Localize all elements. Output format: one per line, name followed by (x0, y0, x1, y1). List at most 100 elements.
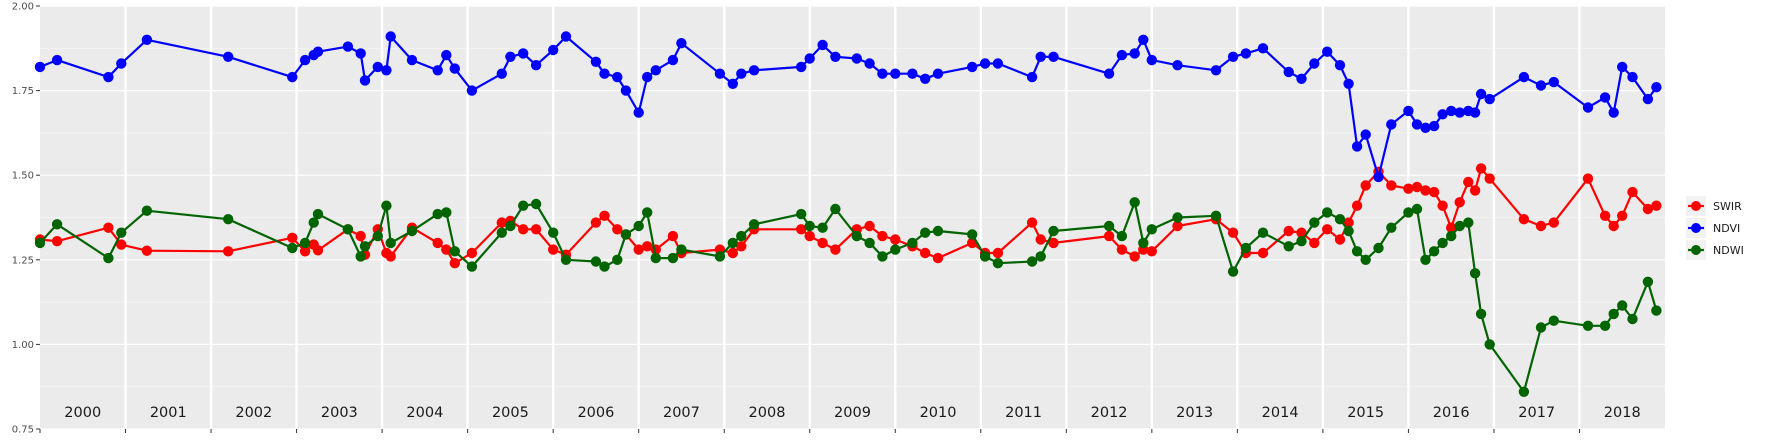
ndwi-point (103, 252, 114, 264)
ndwi-point (932, 225, 944, 237)
ndvi-point (1518, 71, 1530, 83)
ndwi-point (1484, 339, 1495, 350)
ndwi-point (1454, 220, 1465, 232)
ndvi-point (1420, 122, 1431, 133)
legend-label-swir: SWIR (1713, 200, 1742, 213)
ndwi-point (1446, 230, 1457, 242)
ndvi-point (466, 85, 478, 96)
minor-gridlines (40, 47, 1665, 388)
swir-point (1454, 197, 1465, 208)
swir-point (51, 236, 63, 247)
swir-point (1484, 173, 1495, 184)
ndvi-point (667, 54, 679, 66)
ndvi-point (1103, 68, 1115, 79)
swir-point (1627, 186, 1638, 198)
swir-point (548, 244, 559, 255)
ndvi-point (355, 48, 366, 59)
swir-point (1386, 180, 1397, 191)
y-tick-label: 1.75 (12, 86, 34, 97)
ndvi-point (505, 51, 516, 62)
swir-point (1026, 217, 1038, 228)
swir-point (223, 246, 234, 257)
swir-point (864, 220, 875, 232)
x-axis (39, 429, 1580, 433)
swir-point (590, 217, 602, 228)
ndvi-point (1322, 46, 1333, 57)
ndwi-point (1257, 227, 1269, 238)
ndwi-point (620, 229, 632, 240)
ndwi-point (1116, 230, 1128, 242)
ndvi-point (385, 31, 396, 42)
ndwi-point (432, 208, 443, 220)
swir-point (727, 247, 738, 259)
year-label: 2003 (321, 405, 358, 421)
ndwi-point (830, 203, 841, 215)
swir-point (1296, 227, 1307, 238)
ndvi-point (518, 48, 529, 59)
legend-label-ndvi: NDVI (1713, 222, 1740, 235)
ndvi-point (1257, 43, 1269, 54)
ndwi-point (496, 227, 507, 238)
year-label: 2017 (1518, 405, 1555, 421)
ndwi-point (1582, 320, 1594, 331)
swir-point (116, 239, 127, 250)
ndwi-point (1475, 308, 1487, 320)
swir-point (385, 251, 396, 262)
swir-point (1651, 200, 1662, 211)
ndvi-point (992, 58, 1004, 69)
ndvi-point (727, 78, 738, 90)
ndwi-point (308, 217, 319, 228)
ndvi-point (381, 65, 392, 76)
swir-point (642, 241, 653, 252)
ndvi-point (1360, 129, 1371, 140)
ndvi-point (1146, 54, 1158, 66)
ndwi-point (406, 225, 418, 237)
swir-point (1172, 220, 1183, 232)
ndwi-point (748, 219, 760, 230)
ndwi-point (714, 251, 726, 262)
ndwi-point (1608, 308, 1619, 320)
swir-point (1617, 210, 1628, 221)
year-label: 2012 (1091, 405, 1128, 421)
ndvi-point (1548, 76, 1560, 88)
year-label: 2001 (150, 405, 187, 421)
ndvi-point (406, 54, 418, 66)
y-tick-label: 2.00 (12, 2, 34, 13)
swir-point (1446, 222, 1457, 233)
swir-point (1309, 237, 1320, 249)
ndvi-point (1617, 61, 1628, 73)
y-tick-label: 1.00 (12, 340, 34, 351)
ndwi-point (1428, 246, 1440, 257)
ndvi-point (1172, 59, 1183, 71)
series-layer (34, 31, 1662, 397)
ndwi-point (223, 214, 234, 225)
ndwi-point (1296, 236, 1307, 247)
ndvi-point (1582, 102, 1594, 113)
ndvi-point (796, 61, 807, 73)
y-tick-label: 1.25 (12, 255, 34, 266)
ndwi-point (312, 208, 324, 220)
ndvi-point (920, 73, 931, 85)
ndwi-point (441, 207, 452, 218)
ndwi-point (992, 258, 1004, 269)
ndwi-point (51, 219, 63, 230)
ndwi-point (299, 237, 311, 249)
year-label: 2013 (1176, 405, 1213, 421)
ndwi-point (1210, 210, 1222, 221)
ndvi-point (1454, 107, 1465, 118)
ndvi-point (633, 107, 644, 118)
ndwi-point (560, 254, 572, 265)
legend-key-ndwi (1691, 245, 1701, 255)
ndwi-point (1343, 225, 1354, 237)
ndvi-point (1642, 93, 1654, 105)
swir-point (1048, 237, 1059, 249)
swir-point (141, 245, 153, 256)
ndwi-point (1227, 266, 1239, 277)
swir-point (530, 224, 542, 235)
ndvi-point (1035, 51, 1046, 62)
year-label: 2016 (1433, 405, 1470, 421)
ndwi-point (890, 244, 901, 255)
ndwi-point (1138, 237, 1149, 249)
swir-point (432, 237, 443, 249)
